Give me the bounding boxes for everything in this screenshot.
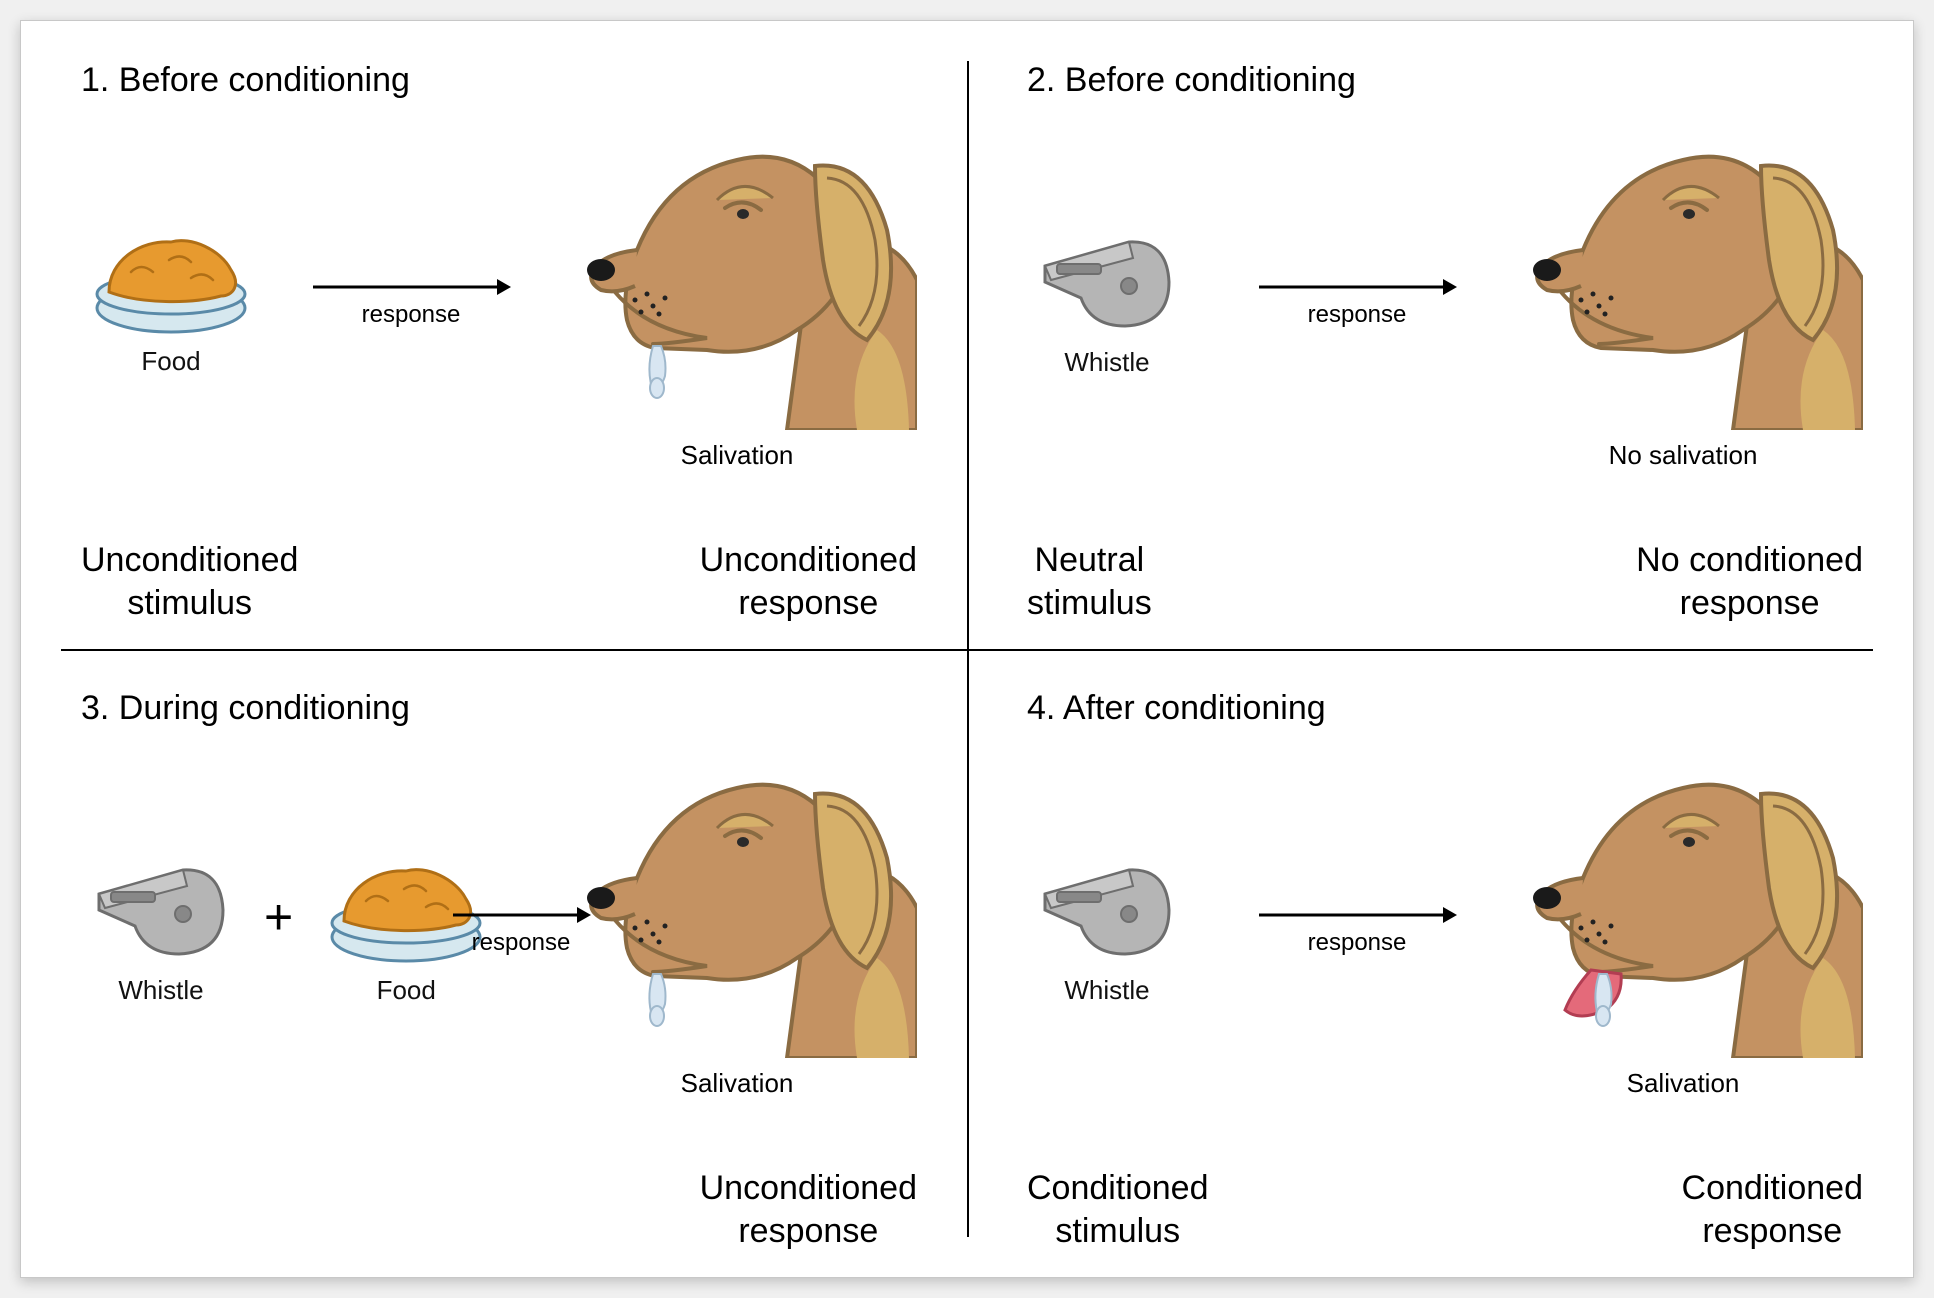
- stimulus-type-label: Unconditionedstimulus: [81, 539, 298, 624]
- stimulus-food: Food: [91, 230, 251, 377]
- dog-block: Salivation: [557, 130, 917, 471]
- arrow-icon: [1257, 275, 1457, 299]
- stimulus-label: Food: [377, 975, 436, 1006]
- arrow-label: response: [1308, 929, 1407, 957]
- arrow-label: response: [472, 929, 571, 957]
- bottom-labels: Neutralstimulus No conditionedresponse: [1027, 539, 1863, 624]
- dog-block: No salivation: [1503, 130, 1863, 471]
- whistle-icon: [1037, 230, 1177, 335]
- arrow-block: response: [1257, 903, 1457, 957]
- arrow-label: response: [1308, 301, 1407, 329]
- dog-label: Salivation: [681, 1068, 794, 1099]
- dog-label: No salivation: [1609, 440, 1758, 471]
- dog-icon: [557, 130, 917, 430]
- bottom-labels: Conditionedstimulus Conditionedresponse: [1027, 1167, 1863, 1252]
- panel-title: 1. Before conditioning: [81, 61, 917, 100]
- panel-content: Food response: [81, 110, 917, 470]
- dog-label: Salivation: [1627, 1068, 1740, 1099]
- arrow-label: response: [362, 301, 461, 329]
- panel-title: 2. Before conditioning: [1027, 61, 1863, 100]
- stimulus-label: Food: [141, 346, 200, 377]
- response-type-label: Unconditionedresponse: [700, 1167, 917, 1252]
- panel-title: 4. After conditioning: [1027, 689, 1863, 728]
- dog-block: Salivation: [1503, 758, 1863, 1099]
- stimulus-label: Whistle: [118, 975, 203, 1006]
- arrow-block: response: [1257, 275, 1457, 329]
- panel-title: 3. During conditioning: [81, 689, 917, 728]
- stimulus-group: Whistle: [1037, 858, 1177, 1006]
- food-icon: [91, 230, 251, 334]
- response-type-label: Unconditionedresponse: [700, 539, 917, 624]
- dog-icon: [557, 758, 917, 1058]
- stimulus-label: Whistle: [1064, 975, 1149, 1006]
- dog-block: Salivation: [557, 758, 917, 1099]
- stimulus-group: Whistle + Food: [91, 858, 486, 1006]
- panel-content: Whistle + Food response: [81, 738, 917, 1098]
- response-type-label: Conditionedresponse: [1682, 1167, 1863, 1252]
- panel-content: Whistle response: [1027, 110, 1863, 470]
- stimulus-whistle: Whistle: [1037, 230, 1177, 378]
- stimulus-whistle: Whistle: [91, 858, 231, 1006]
- stimulus-whistle: Whistle: [1037, 858, 1177, 1006]
- panel-p2: 2. Before conditioning Whistle response: [967, 21, 1913, 649]
- stimulus-type-label: Conditionedstimulus: [1027, 1167, 1208, 1252]
- diagram-frame: 1. Before conditioning Food response: [20, 20, 1914, 1278]
- dog-icon: [1503, 758, 1863, 1058]
- bottom-labels: Unconditionedresponse: [81, 1167, 917, 1252]
- dog-label: Salivation: [681, 440, 794, 471]
- stimulus-type-label: Neutralstimulus: [1027, 539, 1152, 624]
- panel-p4: 4. After conditioning Whistle response: [967, 649, 1913, 1277]
- stimulus-label: Whistle: [1064, 347, 1149, 378]
- arrow-icon: [1257, 903, 1457, 927]
- arrow-icon: [311, 275, 511, 299]
- stimulus-group: Whistle: [1037, 230, 1177, 378]
- panel-p1: 1. Before conditioning Food response: [21, 21, 967, 649]
- response-type-label: No conditionedresponse: [1636, 539, 1863, 624]
- bottom-labels: Unconditionedstimulus Unconditionedrespo…: [81, 539, 917, 624]
- arrow-block: response: [311, 275, 511, 329]
- dog-icon: [1503, 130, 1863, 430]
- whistle-icon: [91, 858, 231, 963]
- whistle-icon: [1037, 858, 1177, 963]
- panel-content: Whistle response: [1027, 738, 1863, 1098]
- panel-p3: 3. During conditioning Whistle + Food re…: [21, 649, 967, 1277]
- plus-sign: +: [264, 888, 293, 946]
- stimulus-group: Food: [91, 230, 251, 377]
